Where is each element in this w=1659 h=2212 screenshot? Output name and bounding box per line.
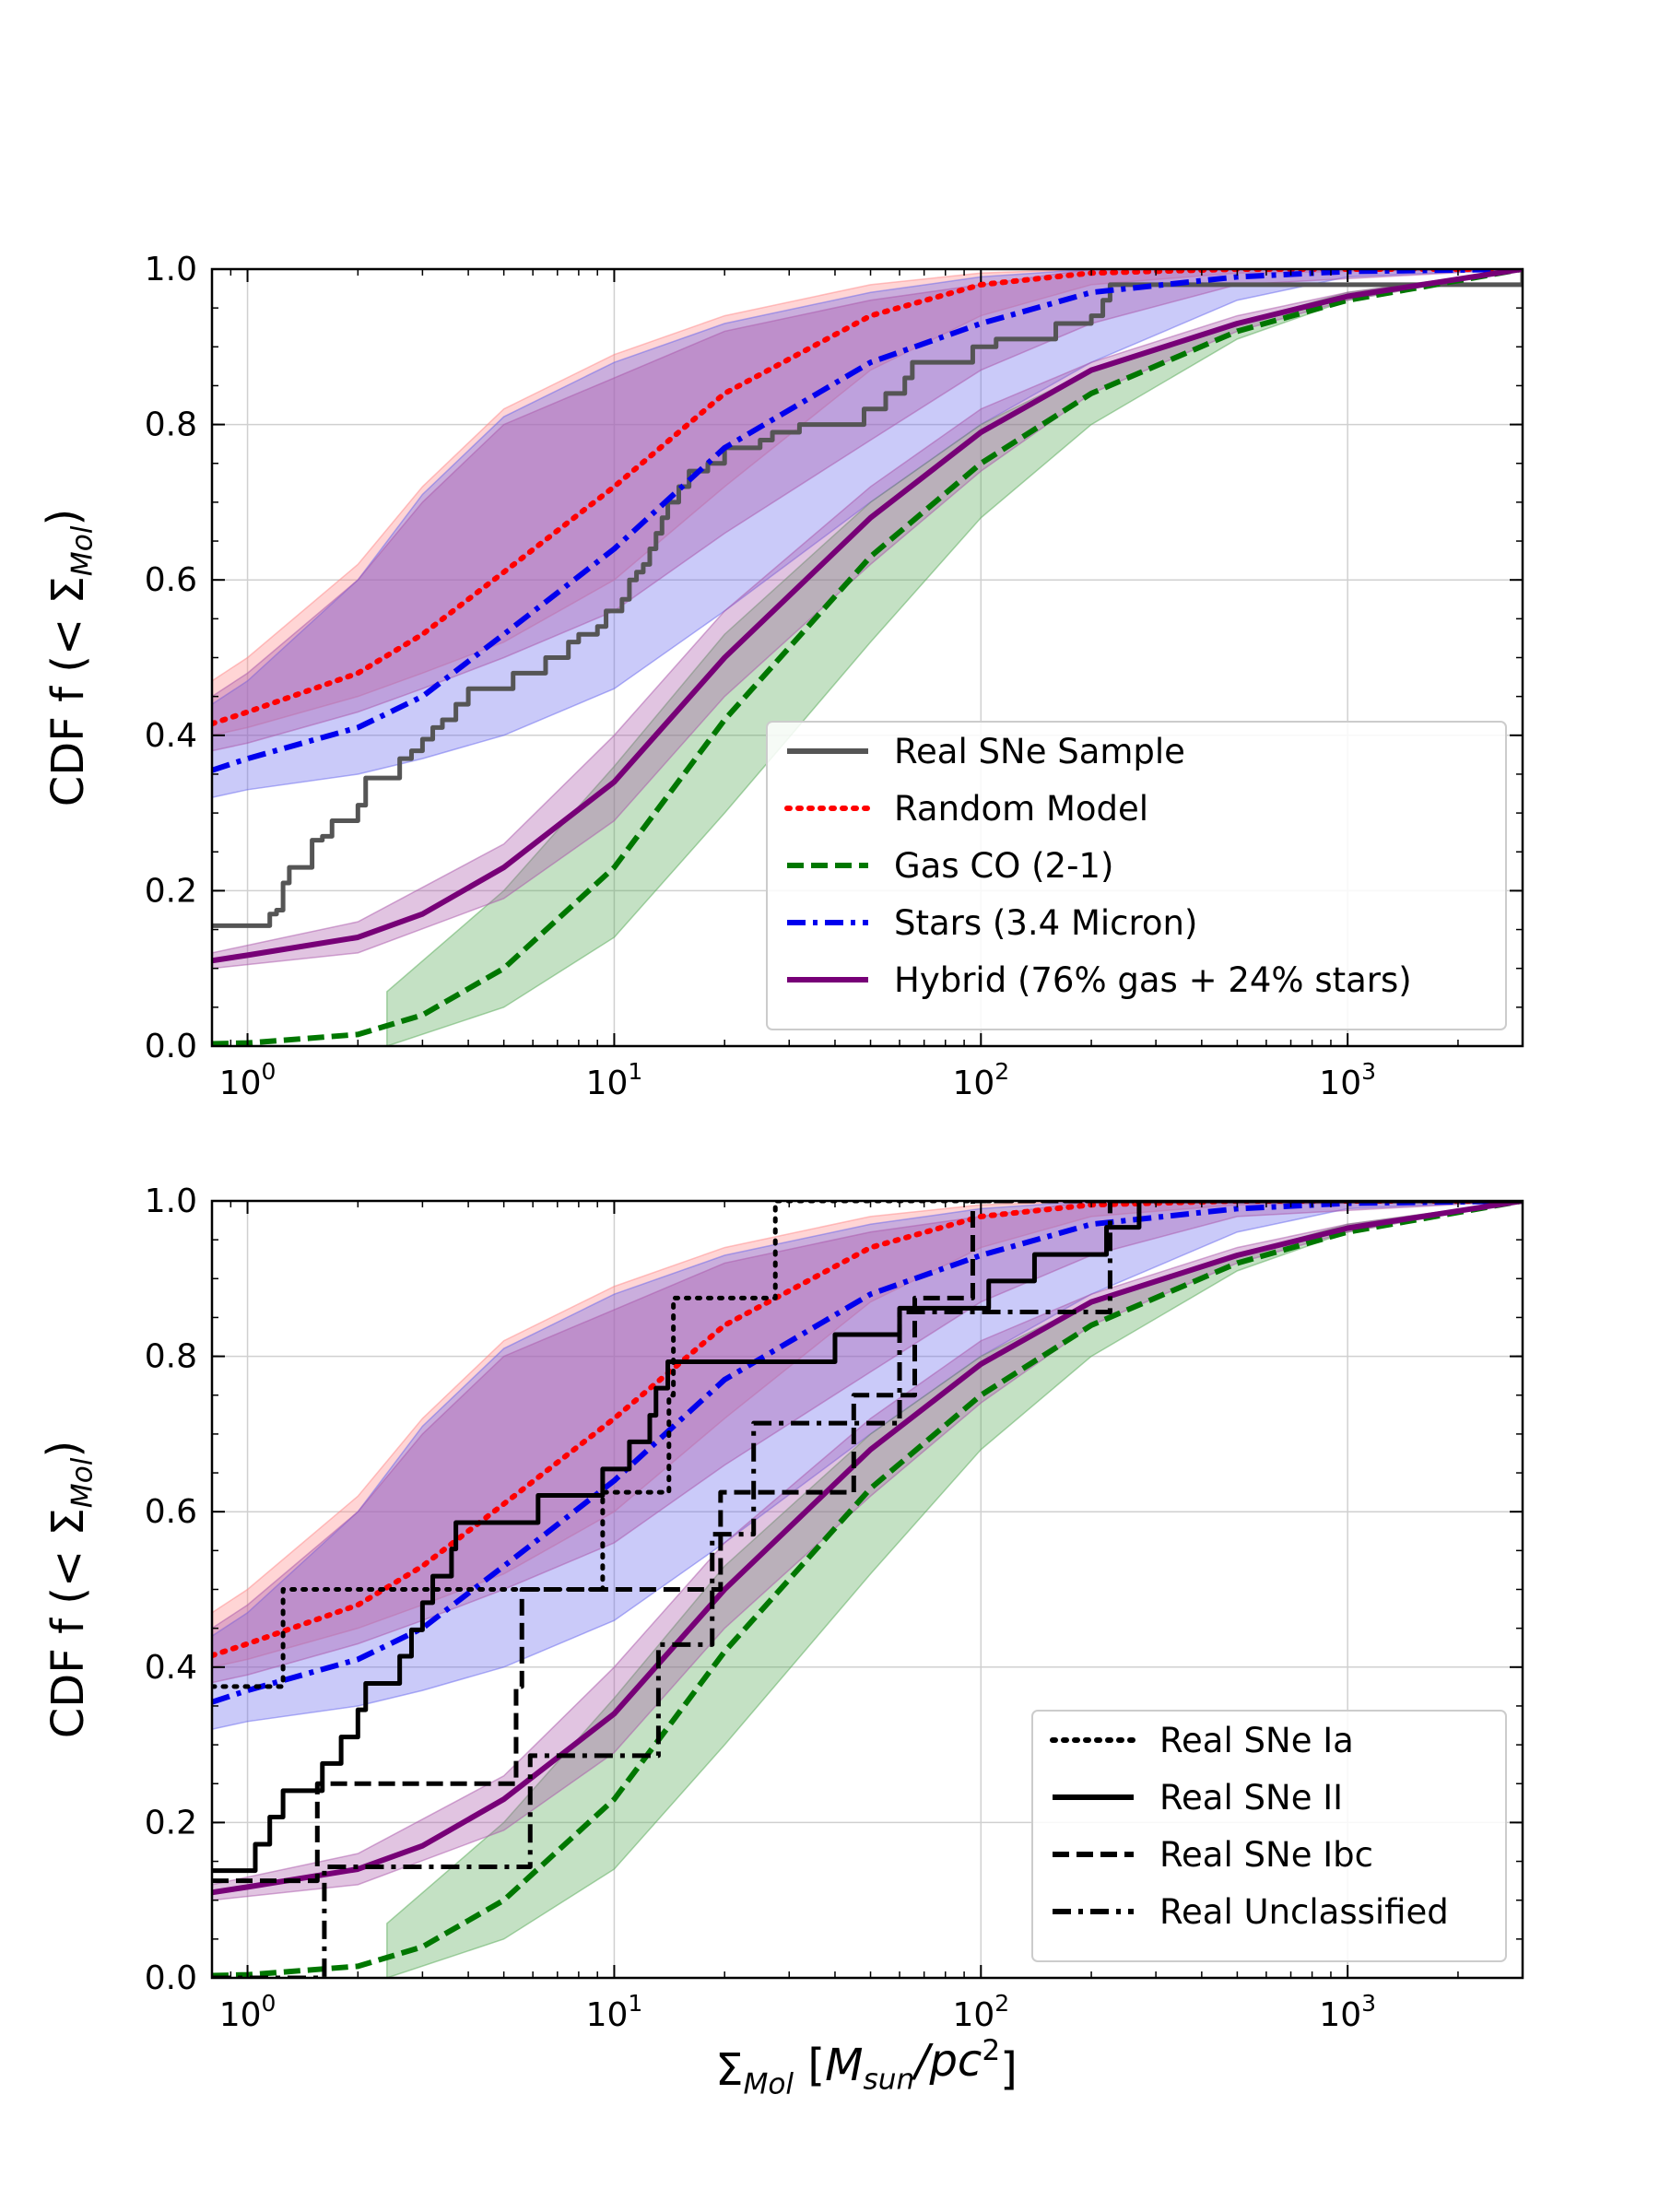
legend-label: Hybrid (76% gas + 24% stars)	[894, 960, 1412, 1000]
bottom-panel: 100 101 102 103 0.0 0.2 0.4 0.6 0.8 1.0 CDF f (< Σ…	[38, 1182, 1524, 2034]
series-line	[212, 1201, 1523, 1705]
y-tick-label: 0.2	[145, 872, 197, 910]
x-axis-title: ΣMol [Msun/pc2]	[715, 2034, 1018, 2101]
legend-label: Stars (3.4 Micron)	[894, 903, 1197, 943]
series-line	[212, 269, 1523, 773]
y-tick-label: 0.4	[145, 1649, 197, 1687]
legend-label: Gas CO (2-1)	[894, 846, 1113, 886]
legend-box	[1031, 1710, 1507, 1962]
series-line	[212, 269, 1523, 1046]
series-line	[212, 1201, 1523, 1874]
y-tick-label: 0.8	[145, 1338, 197, 1376]
y-tick-label: 0.0	[145, 1028, 197, 1065]
y-tick-label: 1.0	[145, 251, 197, 288]
y-tick-label: 1.0	[145, 1182, 197, 1220]
series-line	[212, 269, 1523, 964]
y-axis-title: CDF f (< ΣMol)	[38, 509, 99, 806]
series-line	[212, 269, 1523, 727]
legend-label: Real SNe Ibc	[1159, 1835, 1373, 1875]
legend-box	[766, 721, 1507, 1030]
series-line	[212, 1201, 1523, 1978]
y-tick-label: 0.4	[145, 717, 197, 755]
x-tick-label: 102	[952, 1058, 1009, 1102]
series-line	[212, 269, 1523, 928]
legend-label: Real Unclassified	[1159, 1892, 1449, 1932]
legend-label: Real SNe Ia	[1159, 1721, 1354, 1760]
x-tick-label: 100	[219, 1990, 276, 2034]
y-tick-label: 0.8	[145, 406, 197, 444]
x-tick-label: 103	[1319, 1058, 1376, 1102]
confidence-band	[212, 1201, 1523, 1684]
y-tick-label: 0.6	[145, 561, 197, 599]
x-tick-label: 100	[219, 1058, 276, 1102]
series-line	[212, 1201, 1523, 1978]
y-tick-label: 0.6	[145, 1493, 197, 1531]
series-line	[212, 1201, 1523, 1689]
x-tick-label: 101	[586, 1058, 643, 1102]
y-tick-label: 0.2	[145, 1804, 197, 1841]
legend-label: Random Model	[894, 789, 1148, 829]
x-tick-label: 101	[586, 1990, 643, 2034]
legend-label: Real SNe II	[1159, 1778, 1343, 1818]
top-panel: 100 101 102 103 0.0 0.2 0.4 0.6 0.8 1.0 CDF f (< Σ…	[38, 251, 1524, 1102]
legend-label: Real SNe Sample	[894, 732, 1185, 771]
y-tick-label: 0.0	[145, 1959, 197, 1997]
series-line	[212, 1201, 1523, 1896]
x-tick-label: 102	[952, 1990, 1009, 2034]
x-tick-label: 103	[1319, 1990, 1376, 2034]
confidence-band	[212, 269, 1523, 799]
confidence-band	[212, 1201, 1523, 1731]
y-axis-title: CDF f (< ΣMol)	[38, 1441, 99, 1738]
series-line	[212, 1201, 1523, 1884]
plot-area	[212, 1201, 1523, 1978]
